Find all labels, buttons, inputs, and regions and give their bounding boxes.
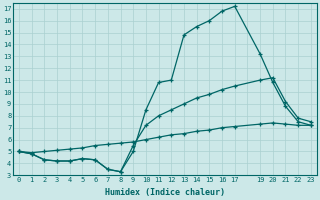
X-axis label: Humidex (Indice chaleur): Humidex (Indice chaleur) (105, 188, 225, 197)
